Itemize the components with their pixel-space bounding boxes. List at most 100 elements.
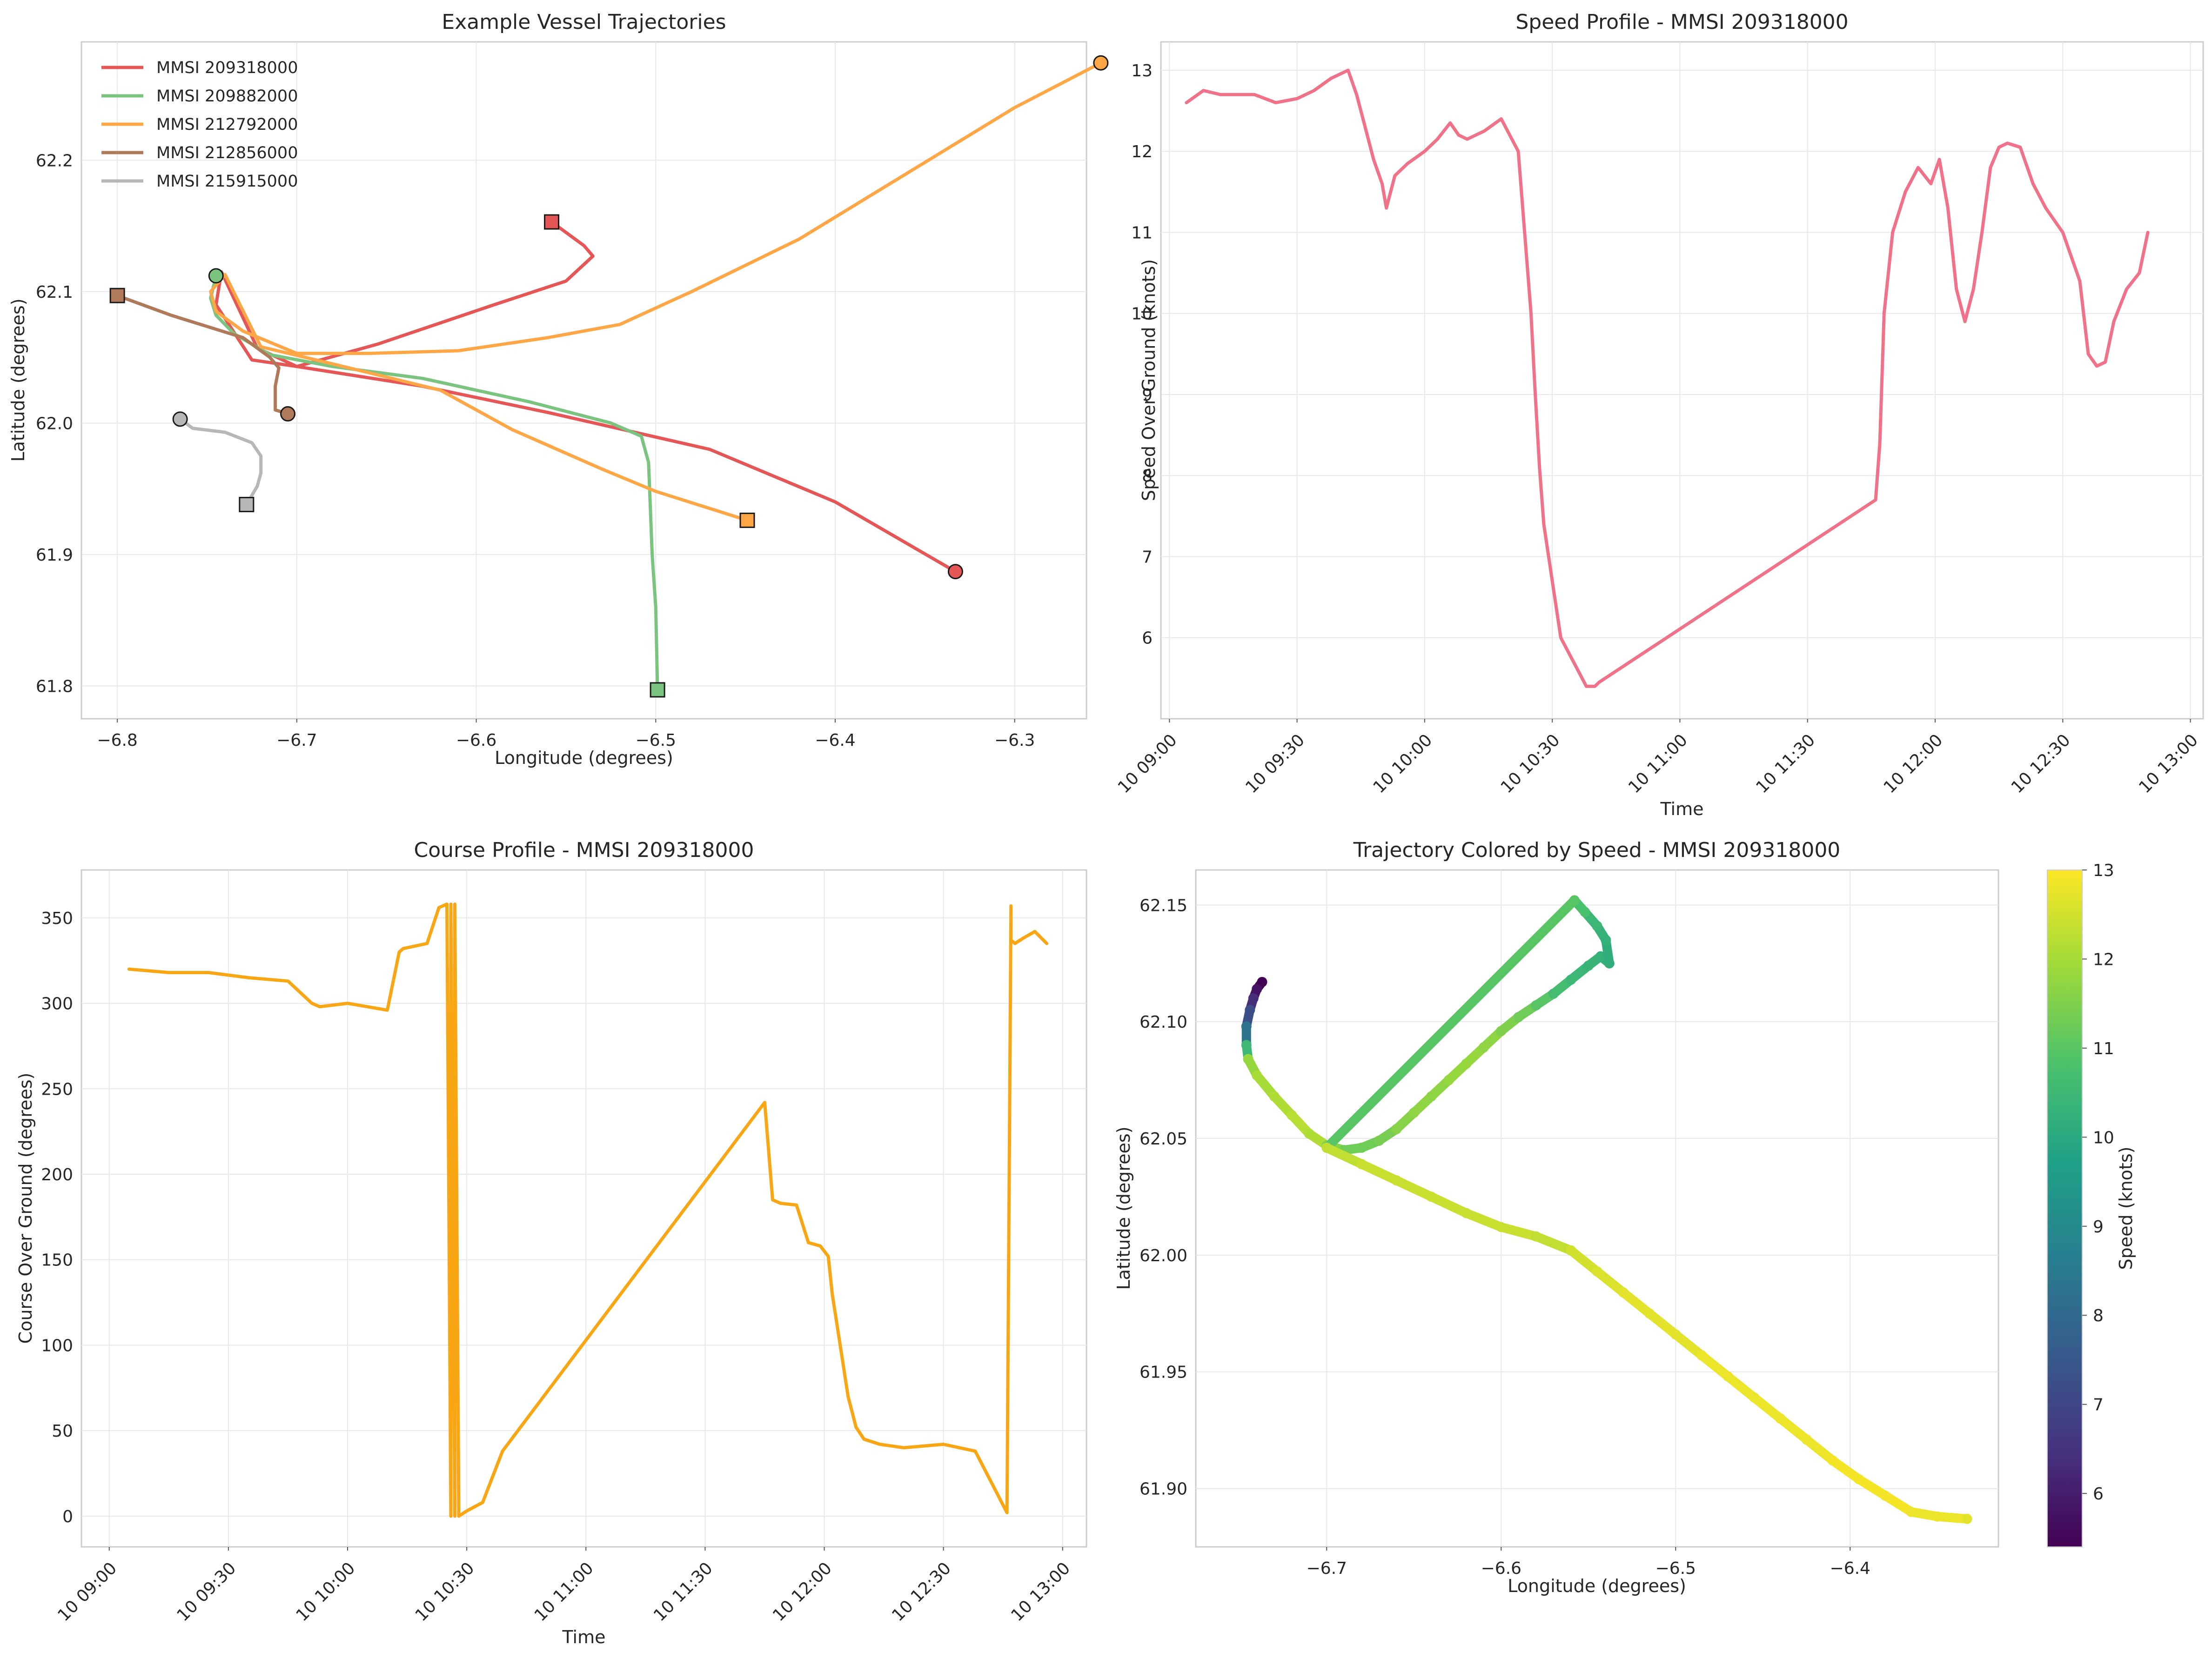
x-tick-label: 10 10:00 <box>293 1559 359 1625</box>
x-tick-label: 10 11:00 <box>531 1559 597 1625</box>
x-tick-label: 10 10:00 <box>1369 730 1436 797</box>
plot-frame <box>80 869 1087 1548</box>
y-tick-label: 12 <box>1131 142 1153 161</box>
chart-title: Course Profile - MMSI 209318000 <box>414 838 754 862</box>
x-tick-label: −6.4 <box>1830 1559 1870 1578</box>
speed-segment <box>1357 1159 1401 1185</box>
y-tick-label: 61.8 <box>36 677 73 696</box>
colorbar-tick-label: 12 <box>2093 950 2114 969</box>
end-marker <box>650 682 665 698</box>
legend-label: MMSI 215915000 <box>156 172 298 191</box>
y-tick-label: 62.10 <box>1140 1013 1187 1032</box>
grid <box>1161 42 2203 719</box>
x-tick-label: −6.5 <box>1656 1559 1696 1578</box>
y-tick-label: 10 <box>1131 305 1153 324</box>
y-tick-label: 6 <box>1142 629 1153 648</box>
speed-segment <box>1531 1231 1576 1255</box>
y-tick-label: 62.05 <box>1140 1130 1187 1149</box>
series-line-3 <box>115 294 290 415</box>
speed-segment <box>1566 1245 1602 1276</box>
x-tick-label: 10 12:00 <box>1880 730 1947 797</box>
speed-segment <box>1671 1330 1707 1360</box>
speed-segment <box>1392 1176 1436 1202</box>
speed-segment <box>1592 1266 1628 1298</box>
ticks: −6.7 −6.6 −6.5 −6.4 61.90 61.95 62.00 62.05 62.1… <box>1140 896 1870 1578</box>
start-marker <box>947 564 963 580</box>
plot-frame <box>80 41 1087 720</box>
marks <box>109 55 1109 698</box>
end-marker <box>239 496 255 512</box>
colorbar-tick-label: 9 <box>2093 1217 2104 1237</box>
marks <box>1185 68 2150 688</box>
x-tick-label: −6.4 <box>815 731 855 750</box>
chart-title: Trajectory Colored by Speed - MMSI 20931… <box>1353 838 1841 862</box>
speed-segment <box>1802 1435 1837 1465</box>
speed-segment <box>1645 1309 1681 1339</box>
series-line-0 <box>1185 68 2150 688</box>
speed-segment <box>1854 1474 1890 1500</box>
speed-segment <box>1880 1491 1916 1517</box>
y-tick-label: 61.9 <box>36 546 73 565</box>
grid <box>81 42 1086 719</box>
y-tick-label: 9 <box>1142 386 1153 405</box>
colorbar: 6 7 8 9 10 11 12 13 Speed (knots) <box>2047 861 2136 1547</box>
series-line-2 <box>209 61 1103 522</box>
end-marker <box>109 288 125 303</box>
ticks: −6.8 −6.7 −6.6 −6.5 −6.4 −6.3 61.8 61.9 62.0 62.1… <box>36 151 1035 750</box>
speed-segment <box>1618 1288 1654 1318</box>
speed-colored-trajectory-panel: −6.7 −6.6 −6.5 −6.4 61.90 61.95 62.00 62.05 62.1… <box>1113 838 2136 1596</box>
x-tick-label: 10 11:30 <box>650 1559 717 1625</box>
speed-point <box>1962 1513 1972 1524</box>
x-tick-label: 10 09:00 <box>54 1559 121 1625</box>
y-tick-label: 62.0 <box>36 414 73 433</box>
start-marker <box>280 406 296 422</box>
y-tick-label: 62.15 <box>1140 896 1187 915</box>
x-tick-label: 10 09:30 <box>1242 730 1308 797</box>
y-tick-label: 50 <box>52 1422 73 1441</box>
x-tick-label: 10 13:00 <box>1007 1559 1074 1625</box>
speed-segment <box>1723 1371 1759 1402</box>
colorbar-tick-label: 13 <box>2093 861 2114 880</box>
y-tick-label: 62.00 <box>1140 1246 1187 1265</box>
colorbar-tick-label: 11 <box>2093 1039 2114 1058</box>
x-tick-label: −6.7 <box>1307 1559 1347 1578</box>
legend: MMSI 209318000 MMSI 209882000 MMSI 2127920… <box>101 59 298 191</box>
y-tick-label: 100 <box>41 1336 73 1355</box>
speed-segment <box>1322 1143 1367 1169</box>
speed-segment <box>1461 1208 1506 1232</box>
speed-segment <box>1322 896 1579 1153</box>
y-tick-label: 61.95 <box>1140 1363 1187 1382</box>
start-marker <box>172 411 188 427</box>
colorbar-ticks: 6 7 8 9 10 11 12 13 <box>2082 861 2114 1504</box>
x-tick-label: 10 11:00 <box>1625 730 1691 797</box>
series-line-4 <box>178 417 263 506</box>
legend-label: MMSI 212856000 <box>156 144 298 162</box>
x-tick-label: −6.5 <box>636 731 676 750</box>
series-line-1 <box>209 274 659 692</box>
y-tick-label: 200 <box>41 1165 73 1184</box>
start-marker <box>208 268 224 284</box>
speed-segment <box>1749 1392 1785 1424</box>
colorbar-label: Speed (knots) <box>2116 1147 2136 1270</box>
colorbar-tick-label: 6 <box>2093 1485 2104 1504</box>
chart-title: Example Vessel Trajectories <box>442 10 726 34</box>
speed-profile-panel: 10 09:00 10 09:30 10 10:00 10 10:30 10 11:00… <box>1114 10 2204 819</box>
x-tick-label: 10 12:30 <box>888 1559 955 1625</box>
colorbar-gradient <box>2047 870 2083 1547</box>
y-tick-label: 7 <box>1142 548 1153 567</box>
x-tick-label: −6.6 <box>456 731 496 750</box>
speed-segment <box>1697 1351 1733 1381</box>
y-axis-label: Latitude (degrees) <box>1113 1126 1134 1290</box>
colorbar-tick-label: 7 <box>2093 1396 2104 1415</box>
y-tick-label: 62.2 <box>36 151 73 170</box>
x-tick-label: 10 10:30 <box>1497 730 1564 797</box>
y-tick-label: 13 <box>1131 61 1153 80</box>
x-axis-label: Time <box>562 1627 606 1647</box>
legend-label: MMSI 209318000 <box>156 59 298 77</box>
x-tick-label: 10 12:30 <box>2008 730 2074 797</box>
course-profile-panel: 10 09:00 10 09:30 10 10:00 10 10:30 10 11:00… <box>15 838 1087 1647</box>
plot-frame <box>1160 41 2204 720</box>
y-tick-label: 300 <box>41 995 73 1014</box>
colorbar-tick-label: 10 <box>2093 1128 2114 1147</box>
